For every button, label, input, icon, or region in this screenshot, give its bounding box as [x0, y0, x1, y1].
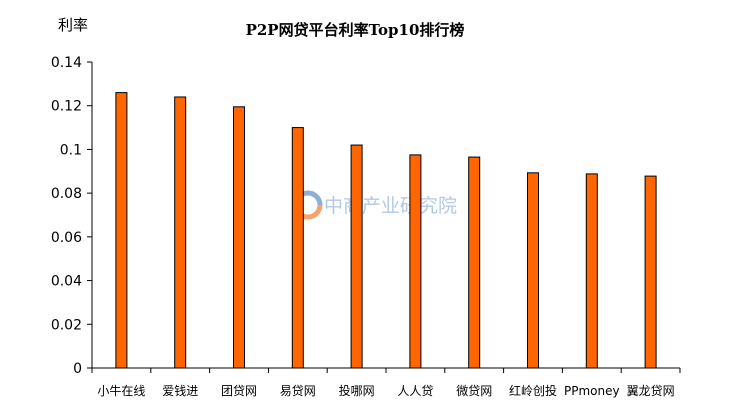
x-tick-label: 易贷网 [280, 384, 316, 398]
bar [644, 175, 657, 369]
bar [350, 144, 363, 369]
bar [291, 127, 304, 369]
bar [115, 92, 128, 369]
y-axis-label: 利率 [58, 16, 88, 34]
y-tick-label: 0.04 [51, 274, 82, 290]
y-axis: 0 0.02 0.04 0.06 0.08 0.1 0.12 0.14 [51, 55, 93, 377]
y-tick-label: 0.12 [51, 99, 82, 115]
x-axis: 小牛在线 爱钱进 团贷网 易贷网 投哪网 人人贷 微贷网 红岭创投 PPmoney 翼龙贷网 [91, 367, 681, 398]
bar [233, 106, 245, 369]
bar [409, 154, 422, 369]
y-tick-label: 0.06 [51, 230, 82, 246]
bar [174, 96, 187, 369]
x-tick-label: PPmoney [564, 384, 620, 398]
y-tick-label: 0.02 [51, 317, 82, 333]
watermark: 中商产业研究院 [293, 190, 457, 220]
bar [468, 156, 481, 369]
x-tick-label: 红岭创投 [509, 383, 557, 398]
watermark-text: 中商产业研究院 [324, 195, 457, 217]
y-tick-label: 0 [73, 361, 82, 377]
y-tick-label: 0.08 [51, 186, 82, 202]
x-tick-label: 微贷网 [456, 384, 492, 398]
bar [585, 173, 598, 369]
chart-title: P2P网贷平台利率Top10排行榜 [246, 21, 465, 39]
y-tick-label: 0.1 [60, 142, 82, 158]
y-tick-label: 0.14 [51, 55, 82, 71]
x-tick-label: 团贷网 [221, 384, 257, 398]
x-tick-label: 翼龙贷网 [627, 384, 675, 398]
bars [115, 92, 657, 369]
bar [527, 172, 539, 369]
x-tick-label: 人人贷 [397, 384, 433, 398]
x-tick-label: 爱钱进 [162, 383, 198, 398]
x-tick-label: 投哪网 [339, 383, 375, 398]
x-tick-label: 小牛在线 [97, 383, 145, 398]
